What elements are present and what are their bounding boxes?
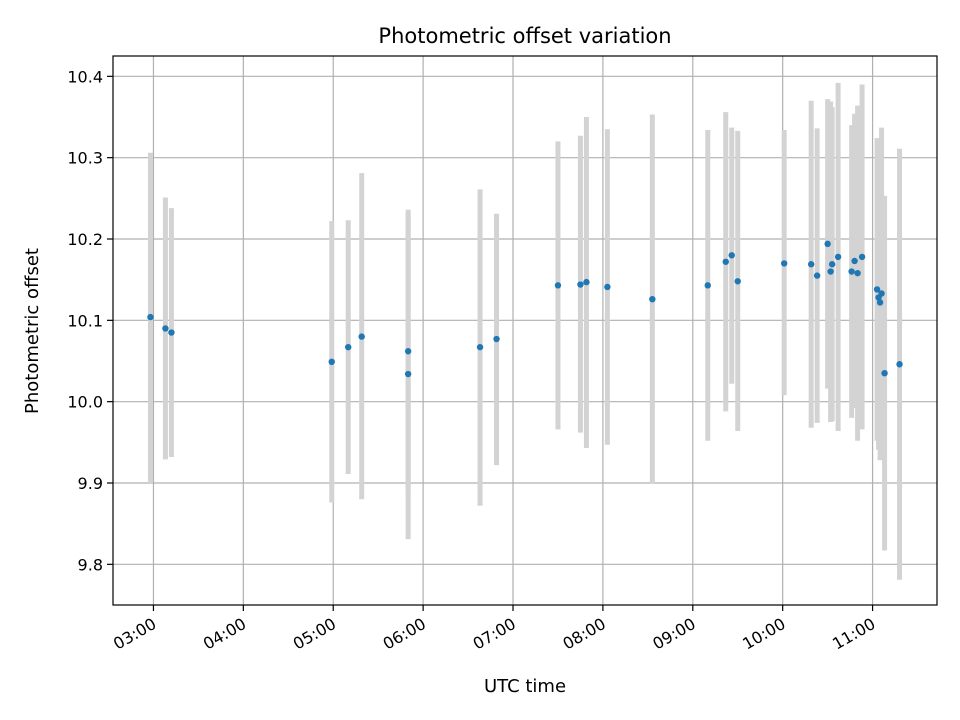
data-point xyxy=(873,286,881,293)
x-axis-label: UTC time xyxy=(484,676,566,697)
data-point xyxy=(828,261,836,268)
y-tick-label: 10.0 xyxy=(67,393,103,412)
data-point xyxy=(734,278,741,285)
data-point xyxy=(577,281,584,288)
data-point xyxy=(162,325,169,332)
data-point xyxy=(881,370,888,377)
y-axis: 9.8 9.9 10.0 10.1 10.2 10.3 10.4 xyxy=(67,67,113,574)
data-point xyxy=(358,333,365,340)
data-point xyxy=(168,329,175,336)
data-point xyxy=(328,358,335,366)
data-point xyxy=(807,261,815,268)
y-tick-label: 10.2 xyxy=(67,230,103,249)
data-point xyxy=(876,299,884,306)
plot-frame xyxy=(112,55,938,606)
data-point xyxy=(583,278,590,286)
data-point xyxy=(476,343,484,351)
plot-area xyxy=(113,56,937,605)
y-axis-label: Photometric offset xyxy=(22,248,43,414)
data-point xyxy=(834,253,842,261)
y-tick-label: 10.1 xyxy=(67,311,103,330)
data-point xyxy=(827,268,834,275)
data-point xyxy=(728,252,735,259)
y-tick-label: 9.8 xyxy=(78,555,103,574)
data-point xyxy=(854,269,861,277)
data-point xyxy=(604,283,611,291)
data-point xyxy=(404,348,412,355)
data-point xyxy=(813,272,821,279)
data-point xyxy=(851,257,858,265)
y-tick-label: 9.9 xyxy=(78,474,103,493)
data-point xyxy=(896,361,903,368)
data-point xyxy=(147,313,154,321)
y-tick-label: 10.3 xyxy=(67,149,103,168)
data-point xyxy=(649,295,656,303)
data-point xyxy=(780,260,788,267)
chart-title: Photometric offset variation xyxy=(378,24,671,48)
data-point xyxy=(878,290,885,297)
data-point xyxy=(493,335,500,343)
data-point xyxy=(404,370,412,378)
data-point xyxy=(345,343,352,351)
data-point xyxy=(704,282,711,289)
data-point xyxy=(848,268,855,275)
data-point xyxy=(824,240,831,248)
y-tick-label: 10.4 xyxy=(67,67,103,86)
data-points xyxy=(147,240,903,378)
data-point xyxy=(858,253,866,261)
data-point xyxy=(554,282,562,289)
data-point xyxy=(722,258,729,265)
